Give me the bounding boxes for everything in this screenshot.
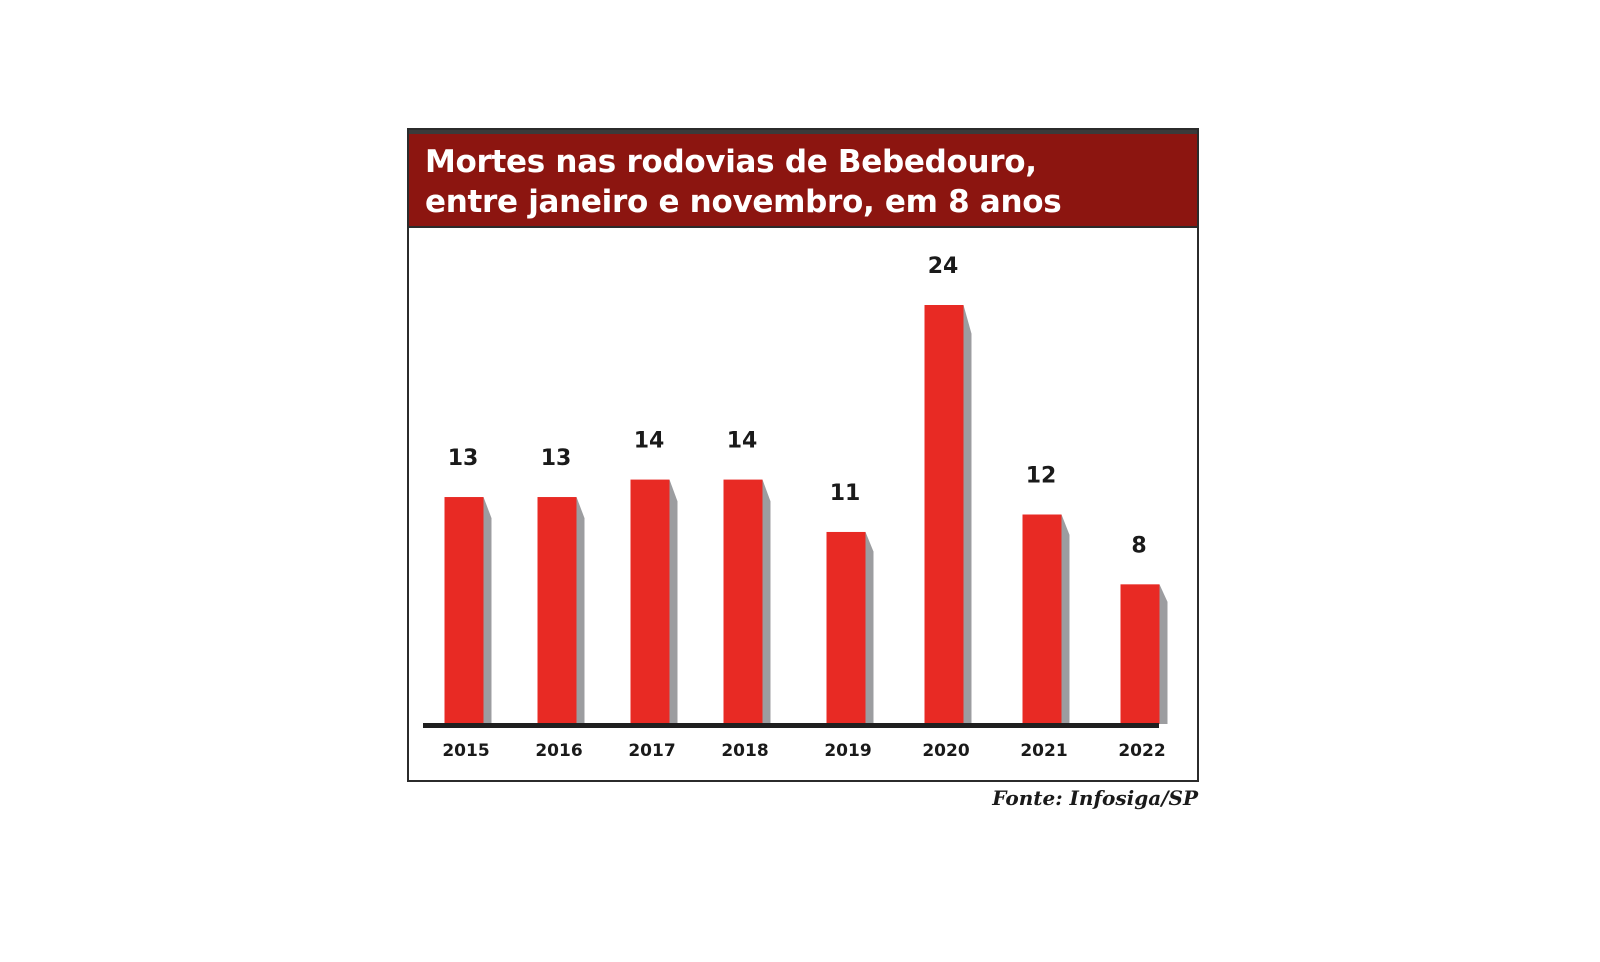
x-tick-label-2015: 2015: [442, 741, 489, 761]
chart-title-line-1: Mortes nas rodovias de Bebedouro,: [425, 144, 1037, 180]
bar-shadow: [1061, 514, 1070, 724]
bar-2017: [630, 479, 670, 724]
data-label-2022: 8: [1131, 533, 1146, 558]
bar-2021: [1022, 514, 1062, 724]
bar-shadow: [483, 497, 492, 724]
chart-title-line-2: entre janeiro e novembro, em 8 anos: [425, 184, 1062, 220]
bar-shadow: [1159, 584, 1168, 724]
header-top-rule: [409, 130, 1197, 134]
x-tick-label-2022: 2022: [1118, 741, 1165, 761]
bar-2015: [444, 497, 484, 724]
chart-title: Mortes nas rodovias de Bebedouro, entre …: [425, 142, 1181, 222]
bar-shadow: [865, 531, 874, 724]
x-tick-label-2021: 2021: [1020, 741, 1067, 761]
data-label-2019: 11: [830, 481, 861, 506]
data-label-2015: 13: [448, 446, 479, 471]
chart-card: Mortes nas rodovias de Bebedouro, entre …: [407, 128, 1199, 782]
bar-shadow: [963, 305, 972, 724]
x-axis-baseline: [423, 723, 1159, 728]
bar-2020: [924, 305, 964, 724]
bar-shadow: [669, 479, 678, 724]
source-note: Fonte: Infosiga/SP: [992, 786, 1198, 810]
data-label-2020: 24: [928, 254, 959, 279]
bar-2016: [537, 497, 577, 724]
chart-header: Mortes nas rodovias de Bebedouro, entre …: [409, 134, 1197, 228]
x-tick-label-2017: 2017: [628, 741, 675, 761]
bar-2019: [826, 531, 866, 724]
data-label-2021: 12: [1026, 464, 1057, 489]
data-label-2018: 14: [727, 429, 758, 454]
x-tick-label-2018: 2018: [721, 741, 768, 761]
data-label-2017: 14: [634, 429, 665, 454]
bar-shadow: [576, 497, 585, 724]
bar-shadow: [762, 479, 771, 724]
x-tick-label-2019: 2019: [824, 741, 871, 761]
bar-2018: [723, 479, 763, 724]
x-tick-label-2016: 2016: [535, 741, 582, 761]
bar-chart: 13 2015 13 2016 14 2017 14 2018 11 2019 24 2020 12 20…: [423, 254, 1168, 761]
x-tick-label-2020: 2020: [922, 741, 969, 761]
bar-2022: [1120, 584, 1160, 724]
data-label-2016: 13: [541, 446, 572, 471]
